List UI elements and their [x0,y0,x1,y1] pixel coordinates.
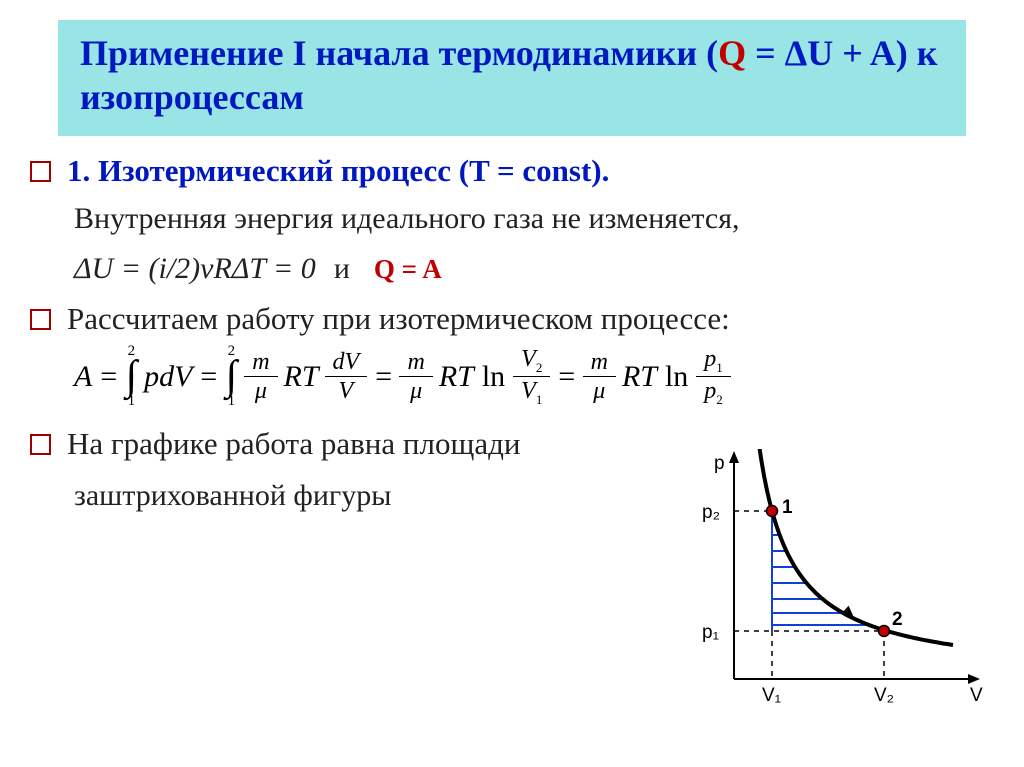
line-3-QA: Q = A [374,251,442,289]
frac-p1-p2: p1 p2 [700,347,727,406]
title-formula-Q: Q [718,33,746,73]
frac-m-mu-1: m μ [248,350,273,403]
sym-eq: = [98,360,118,394]
frac-V2-V1: V2 V1 [517,347,546,406]
pv-chart-svg: p Vp₂ p₁ V₁ V₂ 1 2 [674,449,994,729]
sym-RT: RT [284,360,319,394]
svg-text:V₁: V₁ [762,685,781,706]
sym-A: A [74,360,92,394]
title-formula-eq: = ΔU + A [746,33,896,73]
line-2: Внутренняя энергия идеального газа не из… [74,198,990,240]
line-1: 1. Изотермический процесс (T = const). [67,150,609,192]
sym-eq: = [198,360,218,394]
sym-RT: RT [439,360,474,394]
line-6: На графике работа равна площади [67,423,520,465]
title-part1: Применение I начала термодинамики ( [80,33,718,73]
title-box: Применение I начала термодинамики (Q = Δ… [58,20,966,136]
bullet-2: Рассчитаем работу при изотермическом про… [30,298,990,340]
sym-ln: ln [482,360,505,394]
line-3: ΔU = (i/2)νRΔT = 0 и Q = A [74,248,990,290]
svg-text:p₁: p₁ [702,622,719,643]
sym-ln: ln [665,360,688,394]
svg-text:p: p [714,453,725,474]
svg-text:p₂: p₂ [702,502,720,523]
bullet-marker-icon [30,309,51,330]
bullet-marker-icon [30,434,51,455]
sym-eq: = [373,360,393,394]
main-formula: A = 2 ∫ 1 pdV = 2 ∫ 1 m μ RT dV V [74,344,990,410]
sym-pdV: pdV [144,360,192,394]
bullet-marker-icon [30,161,51,182]
integral-2: 2 ∫ 1 [226,344,238,410]
line-3-eq: ΔU = (i/2)νRΔT = 0 [74,248,316,290]
integral-1: 2 ∫ 1 [126,344,138,410]
sym-RT: RT [622,360,657,394]
line-4: Рассчитаем работу при изотермическом про… [67,298,730,340]
line-3-and: и [334,248,350,290]
svg-text:V: V [970,685,983,706]
svg-text:V₂: V₂ [874,685,894,706]
frac-dV-V: dV V [329,350,364,403]
pv-chart: p Vp₂ p₁ V₁ V₂ 1 2 [674,449,994,729]
sym-eq: = [556,360,576,394]
svg-text:2: 2 [892,609,903,630]
bullet-1: 1. Изотермический процесс (T = const). [30,150,990,192]
frac-m-mu-3: m μ [587,350,612,403]
svg-text:1: 1 [782,497,793,518]
frac-m-mu-2: m μ [403,350,428,403]
